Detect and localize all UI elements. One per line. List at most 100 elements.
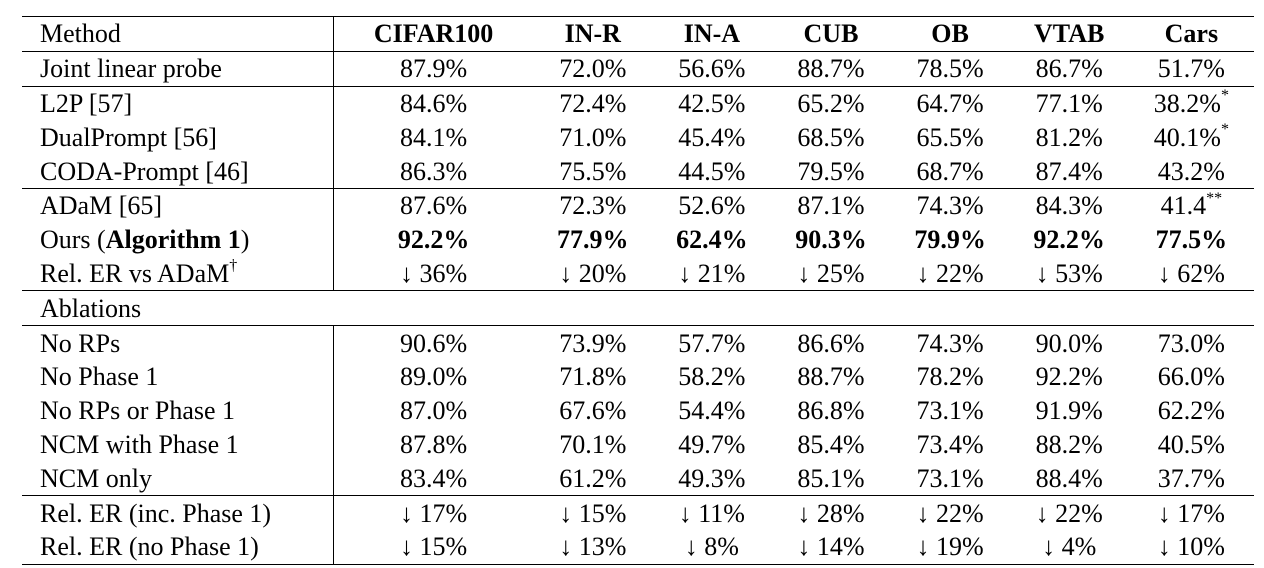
value-cell: 87.0%: [400, 396, 468, 426]
section-label: Ablations: [22, 290, 1254, 326]
value-cell: 91.9%: [1035, 396, 1103, 426]
value-cell: 71.8%: [559, 362, 627, 392]
value-cell: ↓ 17%: [1128, 495, 1254, 530]
table-body: Joint linear probe 87.9% 72.0% 56.6% 88.7% 78…: [22, 50, 1254, 565]
value-cell: 75.5%: [559, 156, 627, 186]
method-cell: Rel. ER (inc. Phase 1): [22, 495, 334, 530]
value-cell: ↓ 20%: [559, 258, 627, 288]
column-header-in-r: IN-R: [533, 16, 653, 52]
value-cell: 84.1%: [400, 122, 468, 152]
value-cell: ↓ 22%: [916, 258, 984, 288]
table-row: L2P [57] 84.6% 72.4% 42.5% 65.2% 64.7% 77.1% 38…: [22, 85, 1254, 121]
value-cell: ↓ 15%: [533, 495, 653, 530]
value-cell: 86.3%: [400, 156, 468, 186]
table-row: DualPrompt [56] 84.1% 71.0% 45.4% 68.5% 65.5%…: [22, 120, 1254, 155]
table-header-row: Method CIFAR100 IN-R IN-A CUB OB VTAB Ca…: [22, 16, 1254, 52]
value-cell: 65.5%: [916, 122, 984, 152]
value-cell: 88.4%: [1035, 463, 1103, 493]
value-cell: ↓ 22%: [890, 495, 1010, 530]
value-cell: 77.1%: [1009, 85, 1129, 121]
table-row: No RPs 90.6% 73.9% 57.7% 86.6% 74.3% 90.0% 73.0…: [22, 325, 1254, 360]
value-cell: ↓ 22%: [1009, 495, 1129, 530]
value-cell: 88.2%: [1035, 429, 1103, 459]
value-cell: 74.3%: [890, 187, 1010, 223]
value-cell: 83.4%: [400, 463, 468, 493]
value-cell: 65.2%: [771, 85, 891, 121]
value-cell: 67.6%: [559, 396, 627, 426]
value-cell: ↓ 21%: [678, 258, 746, 288]
value-cell: ↓ 8%: [652, 529, 772, 565]
value-cell: 77.9%: [557, 225, 629, 255]
value-cell: 92.2%: [397, 225, 470, 255]
value-cell: ↓ 19%: [890, 529, 1010, 565]
column-header-cars: Cars: [1128, 16, 1254, 52]
value-cell: 62.4%: [676, 225, 748, 255]
method-cell: No RPs or Phase 1: [22, 393, 334, 428]
method-cell: L2P [57]: [22, 85, 334, 121]
column-header-in-a: IN-A: [652, 16, 772, 52]
value-cell: 78.2%: [916, 362, 984, 392]
value-cell: 38.2%*: [1128, 85, 1254, 121]
method-cell: Ours (Algorithm 1): [22, 222, 334, 257]
value-cell: 87.1%: [771, 187, 891, 223]
table-row: Ours (Algorithm 1) 92.2% 77.9% 62.4% 90.3% 79…: [22, 222, 1254, 257]
value-cell: 85.4%: [797, 429, 865, 459]
value-cell: 79.5%: [797, 156, 865, 186]
value-cell: 42.5%: [652, 85, 772, 121]
value-cell: 58.2%: [678, 362, 746, 392]
value-cell: 88.7%: [771, 50, 891, 87]
value-cell: 81.2%: [1035, 122, 1103, 152]
value-cell: 89.0%: [400, 362, 468, 392]
value-cell: 87.6%: [333, 187, 534, 223]
table-row: NCM only 83.4% 61.2% 49.3% 85.1% 73.1% 88.4% 37…: [22, 461, 1254, 496]
column-header-ob: OB: [890, 16, 1010, 52]
method-bold: Algorithm 1: [105, 225, 241, 255]
value-cell: 62.2%: [1157, 396, 1225, 426]
value-cell: 49.7%: [678, 429, 746, 459]
method-cell: Joint linear probe: [22, 50, 334, 87]
value-cell: ↓ 62%: [1157, 258, 1225, 288]
value-cell: ↓ 36%: [400, 258, 468, 288]
value-cell: 49.3%: [678, 463, 746, 493]
value-cell: 54.4%: [678, 396, 746, 426]
value-cell: 92.2%: [1035, 362, 1103, 392]
value-cell: 66.0%: [1157, 362, 1225, 392]
value-cell: 88.7%: [797, 362, 865, 392]
section-row: Ablations: [22, 290, 1254, 326]
column-header-method: Method: [22, 16, 334, 52]
table-row: Rel. ER (no Phase 1) ↓ 15% ↓ 13% ↓ 8% ↓ 14% ↓…: [22, 529, 1254, 565]
value-cell: 87.8%: [400, 429, 468, 459]
value-cell: 87.9%: [333, 50, 534, 87]
table-row: Rel. ER vs ADaM† ↓ 36% ↓ 20% ↓ 21% ↓ 25% ↓ 22…: [22, 256, 1254, 291]
value-cell: 87.4%: [1035, 156, 1103, 186]
method-cell: Rel. ER (no Phase 1): [22, 529, 334, 565]
value-cell: 72.3%: [533, 187, 653, 223]
value-cell: 90.3%: [795, 225, 867, 255]
value-cell: ↓ 28%: [771, 495, 891, 530]
value-cell: 37.7%: [1157, 463, 1225, 493]
value-cell: 77.5%: [1155, 225, 1228, 255]
value-cell: 56.6%: [652, 50, 772, 87]
value-cell: 71.0%: [559, 122, 627, 152]
value-cell: 41.4**: [1128, 187, 1254, 223]
value-cell: 78.5%: [890, 50, 1010, 87]
value-cell: 85.1%: [797, 463, 865, 493]
value-cell: 68.5%: [797, 122, 865, 152]
method-cell: Rel. ER vs ADaM†: [22, 256, 334, 291]
value-cell: ↓ 25%: [797, 258, 865, 288]
value-cell: 79.9%: [914, 225, 986, 255]
value-cell: 70.1%: [559, 429, 627, 459]
table-row: CODA-Prompt [46] 86.3% 75.5% 44.5% 79.5% 68.7…: [22, 154, 1254, 189]
value-cell: ↓ 53%: [1035, 258, 1103, 288]
table-row: NCM with Phase 1 87.8% 70.1% 49.7% 85.4% 73.4…: [22, 427, 1254, 462]
table-row: ADaM [65] 87.6% 72.3% 52.6% 87.1% 74.3% 84.3% 4…: [22, 187, 1254, 223]
value-cell: ↓ 15%: [333, 529, 534, 565]
value-cell: 40.1%*: [1153, 121, 1229, 152]
results-table: Method CIFAR100 IN-R IN-A CUB OB VTAB Ca…: [22, 16, 1254, 565]
value-cell: ↓ 13%: [533, 529, 653, 565]
value-cell: ↓ 17%: [333, 495, 534, 530]
value-cell: 86.7%: [1009, 50, 1129, 87]
method-suffix: ): [240, 225, 250, 255]
value-cell: 74.3%: [890, 325, 1010, 360]
value-cell: 72.0%: [533, 50, 653, 87]
